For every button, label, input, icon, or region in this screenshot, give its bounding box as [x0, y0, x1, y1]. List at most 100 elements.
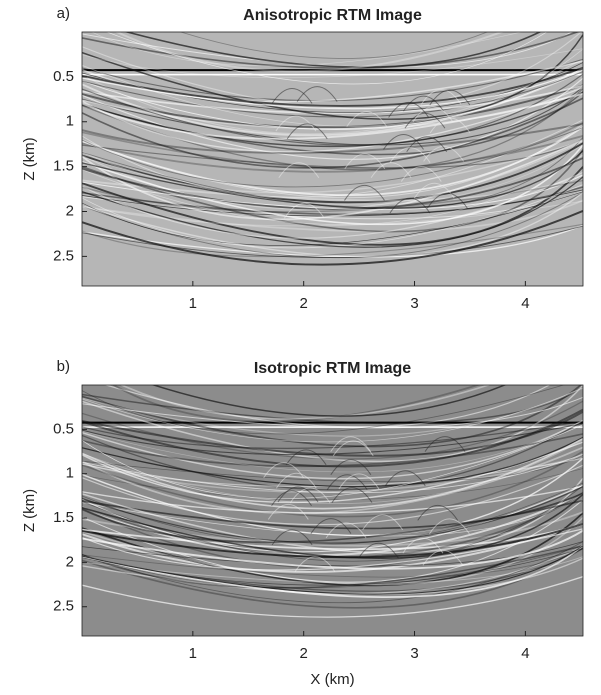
x-axis-label: X (km): [310, 671, 354, 688]
reflector: [82, 191, 583, 258]
y-axis-label: Z (km): [21, 137, 38, 180]
reflector: [82, 457, 583, 488]
y-tick-label: 1.5: [53, 158, 74, 175]
y-tick-label: 2.5: [53, 598, 74, 615]
diffraction: [403, 95, 444, 112]
diffraction: [271, 490, 312, 507]
reflector: [82, 410, 583, 457]
reflector: [82, 541, 583, 604]
reflector: [82, 385, 583, 463]
reflector: [82, 190, 583, 220]
diffraction: [344, 184, 385, 201]
diffraction: [283, 202, 325, 219]
reflector: [91, 32, 523, 67]
reflector: [82, 576, 583, 618]
diffraction: [383, 133, 424, 150]
diffraction: [420, 89, 462, 105]
reflector: [82, 67, 583, 130]
reflector: [82, 142, 583, 204]
reflector: [82, 138, 583, 221]
reflector: [82, 86, 583, 153]
reflector: [82, 436, 583, 488]
reflector: [82, 420, 583, 450]
diffraction: [426, 192, 468, 209]
reflector: [112, 385, 481, 423]
x-tick-label: 3: [410, 645, 418, 662]
diffraction: [331, 487, 373, 503]
reflector: [82, 523, 583, 551]
diffraction: [263, 462, 305, 479]
reflector: [82, 396, 583, 429]
diffraction: [362, 514, 404, 531]
diffraction: [296, 86, 338, 102]
diffraction: [294, 556, 336, 573]
diffraction: [267, 503, 309, 520]
axes-box: [81, 31, 584, 287]
seismic-image: [82, 385, 583, 618]
reflector: [82, 150, 583, 209]
reflector: [82, 199, 583, 233]
reflector: [82, 171, 583, 239]
x-tick-label: 4: [521, 295, 529, 312]
reflector: [82, 477, 583, 554]
diffraction: [277, 486, 319, 503]
diffraction: [275, 115, 317, 132]
seismic-image: [82, 32, 583, 266]
reflector: [82, 122, 583, 154]
reflector: [82, 387, 583, 443]
reflector: [82, 385, 583, 448]
axes-box: [81, 384, 584, 637]
diffraction: [344, 153, 386, 170]
x-tick-label: 4: [521, 645, 529, 662]
reflector: [179, 32, 489, 59]
reflector: [82, 419, 583, 473]
diffraction: [429, 89, 471, 106]
diffraction: [278, 162, 320, 179]
diffraction: [285, 449, 327, 466]
diffraction: [326, 474, 368, 491]
reflector: [82, 485, 583, 514]
reflector: [82, 493, 583, 559]
panel-label: a): [57, 5, 70, 22]
reflector: [82, 138, 583, 169]
diffraction: [286, 123, 328, 140]
reflector: [82, 149, 583, 233]
diffraction: [388, 101, 430, 118]
reflector: [82, 71, 583, 118]
panel-label: b): [57, 358, 70, 375]
y-tick-label: 2: [66, 202, 74, 219]
diffraction: [346, 111, 388, 127]
reflector: [82, 544, 583, 598]
reflector: [82, 387, 583, 437]
reflector: [82, 437, 583, 510]
diffraction: [338, 473, 380, 490]
y-axis-label: Z (km): [21, 489, 38, 532]
reflector: [82, 486, 583, 544]
reflector: [82, 433, 583, 468]
reflector: [82, 32, 583, 109]
reflector: [82, 174, 583, 210]
diffraction: [424, 436, 466, 452]
reflector: [82, 485, 583, 562]
reflector: [82, 541, 583, 567]
diffraction: [325, 522, 367, 539]
reflector: [82, 91, 583, 148]
reflector: [82, 439, 583, 504]
y-tick-label: 1: [66, 465, 74, 482]
reflector: [82, 529, 583, 570]
y-tick-label: 2: [66, 553, 74, 570]
reflector: [82, 119, 583, 198]
reflector: [82, 66, 583, 107]
reflector: [82, 482, 583, 545]
reflector: [82, 200, 583, 227]
diffraction: [271, 529, 313, 546]
diffraction: [423, 145, 465, 162]
diffraction: [400, 166, 442, 182]
reflector: [106, 32, 548, 85]
reflector: [82, 186, 583, 216]
reflector: [82, 492, 583, 530]
diffraction: [422, 549, 464, 566]
chart-title: Anisotropic RTM Image: [243, 7, 422, 24]
reflector: [82, 166, 583, 246]
reflector: [82, 450, 583, 518]
